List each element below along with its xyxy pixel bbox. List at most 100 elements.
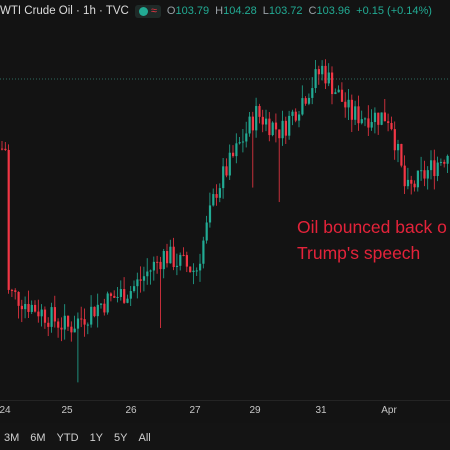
x-tick: Apr [381,405,397,416]
candle-body [232,152,235,157]
candle-body [34,304,37,312]
candle-body [133,286,136,292]
candle-body [433,160,436,177]
candle-body [14,290,17,292]
wave-icon: ≈ [150,4,157,17]
candle-body [238,142,241,144]
candle-body [142,276,146,281]
candle-body [301,98,304,115]
candle-body [281,120,284,139]
candle-body [327,72,330,84]
candle-body [136,279,139,287]
candle-body [129,291,132,299]
x-tick: 26 [125,405,137,416]
candle-body [199,263,202,271]
candle-body [40,309,43,317]
candle-body [212,194,215,206]
candle-body [364,118,367,120]
candle-body [73,328,76,333]
candle-body [228,152,231,176]
ohlc-close: C103.96 [308,5,351,17]
candle-body [403,165,406,187]
candle-body [271,122,274,136]
candle-body [93,306,96,317]
candle-body [179,254,182,266]
candle-body [373,112,377,123]
candle-body [268,118,271,136]
x-tick: 29 [249,405,261,416]
candle-body [63,315,66,330]
candle-body [284,120,287,136]
annotation-line-1: Oil bounced back o [297,217,447,237]
candle-body [149,270,152,272]
range-button-all[interactable]: All [138,432,151,444]
range-button-3m[interactable]: 3M [4,432,20,444]
candlestick-chart[interactable] [0,0,450,400]
candle-body [397,143,400,151]
candle-body [317,69,320,75]
candle-body [321,65,324,75]
candle-body [119,289,122,297]
candle-body [241,141,245,143]
candle-body [24,303,27,310]
candle-body [106,293,109,313]
status-badge[interactable]: ≈ [134,4,161,18]
candle-body [47,322,50,327]
candle-body [298,114,301,121]
candle-body [248,116,251,134]
ohlc-high: H104.28 [215,5,257,17]
candle-body [410,179,413,184]
symbol-title[interactable]: WTI Crude Oil · 1h · TVC [0,5,129,17]
candle-body [60,327,63,330]
time-axis[interactable]: 24 25 26 27 29 31 Apr [0,400,450,423]
candle-body [172,246,175,268]
candle-body [291,111,294,116]
range-button-1y[interactable]: 1Y [89,432,104,444]
candle-body [182,254,185,256]
candle-body [195,270,198,272]
candle-body [96,304,99,317]
range-button-6m[interactable]: 6M [30,432,46,444]
candle-body [360,119,363,124]
candle-body [10,289,14,291]
candle-body [383,112,386,122]
candle-body [274,122,278,130]
candle-body [175,265,179,268]
candle-body [334,92,337,95]
candle-body [406,179,410,187]
candle-body [304,98,307,104]
candle-body [50,307,53,327]
candle-body [354,106,357,120]
candle-body [90,306,93,325]
candle-body [436,162,439,177]
candle-body [7,149,10,290]
candle-body [251,116,254,131]
candle-body [261,116,264,125]
candle-body [152,261,155,271]
candle-body [370,122,373,128]
candle-body [420,170,423,172]
candle-body [278,129,281,139]
candle-body [202,240,205,264]
candle-body [208,205,212,223]
candle-body [30,304,33,312]
candle-body [245,133,248,142]
candle-body [37,311,40,317]
range-button-ytd[interactable]: YTD [56,432,79,444]
candle-body [439,161,443,163]
candle-body [413,183,416,188]
candle-body [139,279,142,281]
candle-body [344,101,347,108]
range-button-5y[interactable]: 5Y [114,432,128,444]
candle-body [314,69,317,89]
candle-body [446,155,449,164]
candle-body [416,170,419,188]
candle-body [331,72,334,95]
chart-area[interactable]: WTI Crude Oil · 1h · TVC ≈ O103.79 H104.… [0,0,450,400]
candle-body [255,106,258,131]
candle-body [76,318,80,329]
candle-body [423,170,426,179]
candle-body [53,307,56,322]
ohlc-open: O103.79 [166,5,210,17]
candle-body [324,65,327,84]
